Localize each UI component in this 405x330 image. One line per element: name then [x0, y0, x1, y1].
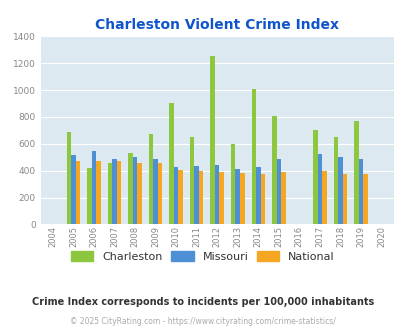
Bar — [153, 159, 158, 224]
Bar — [137, 163, 141, 224]
Bar — [178, 170, 183, 224]
Bar — [87, 168, 92, 224]
Bar — [128, 153, 132, 224]
Bar — [96, 161, 100, 224]
Bar — [256, 167, 260, 224]
Bar — [362, 174, 367, 224]
Bar — [173, 167, 178, 224]
Bar — [260, 174, 264, 224]
Bar — [75, 161, 80, 224]
Text: Crime Index corresponds to incidents per 100,000 inhabitants: Crime Index corresponds to incidents per… — [32, 297, 373, 307]
Bar — [132, 156, 137, 224]
Text: © 2025 CityRating.com - https://www.cityrating.com/crime-statistics/: © 2025 CityRating.com - https://www.city… — [70, 317, 335, 326]
Bar — [112, 159, 117, 224]
Bar — [219, 172, 224, 224]
Bar — [358, 159, 362, 224]
Bar — [71, 154, 75, 224]
Bar — [342, 174, 346, 224]
Bar — [235, 169, 239, 224]
Bar — [107, 163, 112, 224]
Bar — [312, 130, 317, 224]
Bar — [198, 171, 203, 224]
Bar — [317, 154, 321, 224]
Bar — [210, 56, 214, 224]
Bar — [271, 115, 276, 224]
Bar — [214, 165, 219, 224]
Bar — [333, 137, 337, 224]
Bar — [149, 134, 153, 224]
Bar — [169, 103, 173, 224]
Bar — [66, 132, 71, 224]
Bar — [117, 161, 121, 224]
Bar — [92, 151, 96, 224]
Bar — [251, 89, 256, 224]
Title: Charleston Violent Crime Index: Charleston Violent Crime Index — [95, 18, 338, 32]
Bar — [280, 172, 285, 224]
Legend: Charleston, Missouri, National: Charleston, Missouri, National — [66, 247, 339, 267]
Bar — [321, 171, 326, 224]
Bar — [158, 163, 162, 224]
Bar — [337, 157, 342, 224]
Bar — [276, 159, 280, 224]
Bar — [194, 166, 198, 224]
Bar — [239, 173, 244, 224]
Bar — [353, 121, 358, 224]
Bar — [190, 137, 194, 224]
Bar — [230, 144, 235, 224]
